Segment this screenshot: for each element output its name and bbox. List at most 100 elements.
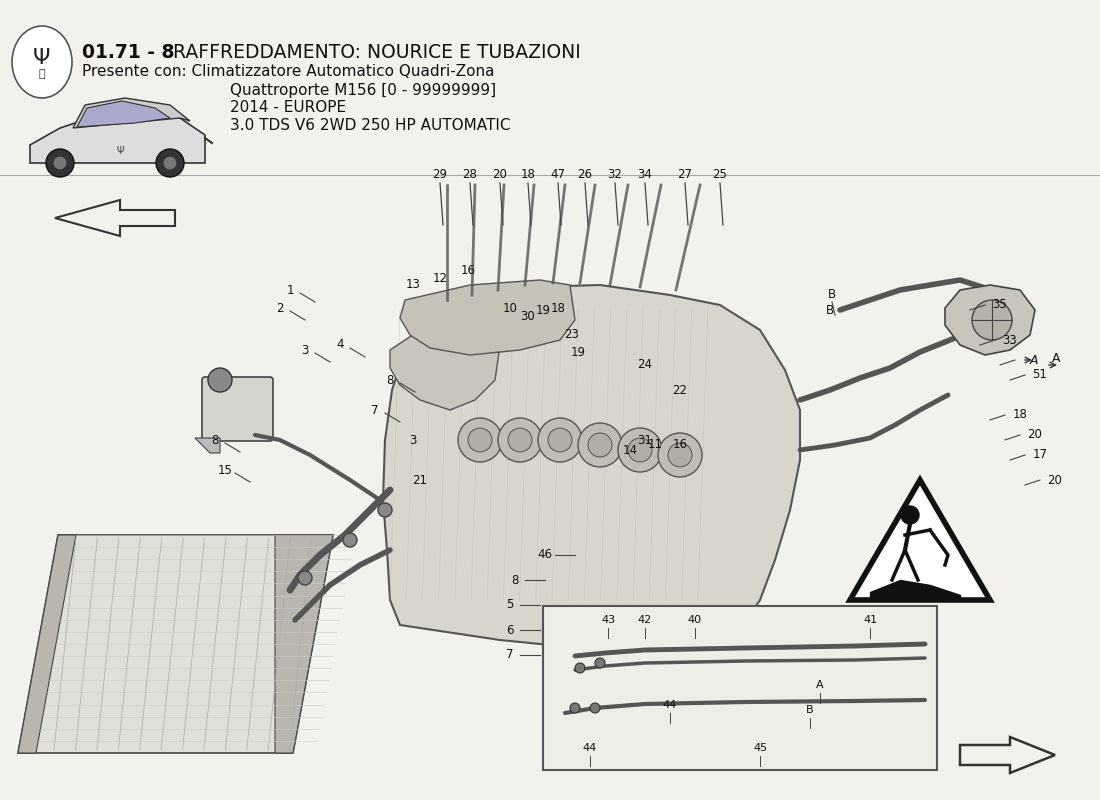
Polygon shape bbox=[390, 320, 501, 410]
Circle shape bbox=[156, 149, 184, 177]
Text: 2: 2 bbox=[276, 302, 284, 314]
Polygon shape bbox=[73, 98, 190, 128]
Text: B: B bbox=[828, 289, 836, 302]
Text: 20: 20 bbox=[1047, 474, 1063, 486]
Circle shape bbox=[578, 423, 621, 467]
Text: 18: 18 bbox=[551, 302, 565, 314]
Text: 11: 11 bbox=[648, 438, 662, 451]
Text: 28: 28 bbox=[463, 169, 477, 182]
Text: 30: 30 bbox=[520, 310, 536, 322]
Text: 3.0 TDS V6 2WD 250 HP AUTOMATIC: 3.0 TDS V6 2WD 250 HP AUTOMATIC bbox=[230, 118, 510, 134]
Circle shape bbox=[498, 418, 542, 462]
Text: 23: 23 bbox=[564, 329, 580, 342]
Text: 44: 44 bbox=[663, 700, 678, 710]
Polygon shape bbox=[275, 535, 333, 753]
Text: 2014 - EUROPE: 2014 - EUROPE bbox=[230, 101, 346, 115]
Text: 21: 21 bbox=[412, 474, 428, 486]
Text: Ψ: Ψ bbox=[117, 146, 124, 156]
Text: Ψ: Ψ bbox=[33, 48, 51, 68]
Circle shape bbox=[163, 156, 177, 170]
Text: B: B bbox=[826, 303, 834, 317]
Circle shape bbox=[458, 418, 502, 462]
Text: 8: 8 bbox=[386, 374, 394, 386]
Polygon shape bbox=[77, 101, 170, 127]
Text: A: A bbox=[1030, 354, 1038, 366]
Text: 8: 8 bbox=[512, 574, 519, 586]
Text: 19: 19 bbox=[571, 346, 585, 358]
Circle shape bbox=[972, 300, 1012, 340]
Text: Presente con: Climatizzatore Automatico Quadri-Zona: Presente con: Climatizzatore Automatico … bbox=[82, 65, 495, 79]
Text: 33: 33 bbox=[1002, 334, 1018, 346]
Text: 18: 18 bbox=[1013, 409, 1027, 422]
Text: 35: 35 bbox=[992, 298, 1008, 311]
FancyBboxPatch shape bbox=[202, 377, 273, 441]
Text: A: A bbox=[1052, 352, 1060, 365]
Text: 3: 3 bbox=[409, 434, 417, 446]
Text: 5: 5 bbox=[506, 598, 514, 611]
Text: 34: 34 bbox=[638, 169, 652, 182]
Polygon shape bbox=[850, 480, 990, 600]
Text: 10: 10 bbox=[503, 302, 517, 314]
Text: 27: 27 bbox=[678, 169, 693, 182]
Polygon shape bbox=[383, 285, 800, 650]
Text: Quattroporte M156 [0 - 99999999]: Quattroporte M156 [0 - 99999999] bbox=[230, 82, 496, 98]
Circle shape bbox=[590, 703, 600, 713]
Circle shape bbox=[628, 438, 652, 462]
Text: 18: 18 bbox=[520, 169, 536, 182]
Polygon shape bbox=[400, 280, 575, 355]
Circle shape bbox=[548, 428, 572, 452]
Text: 51: 51 bbox=[1033, 369, 1047, 382]
Circle shape bbox=[588, 433, 612, 457]
Text: 26: 26 bbox=[578, 169, 593, 182]
Circle shape bbox=[668, 443, 692, 467]
Polygon shape bbox=[18, 535, 76, 753]
Text: 29: 29 bbox=[432, 169, 448, 182]
Text: 6: 6 bbox=[506, 623, 514, 637]
Polygon shape bbox=[30, 113, 205, 163]
Circle shape bbox=[378, 503, 392, 517]
Circle shape bbox=[298, 571, 312, 585]
Polygon shape bbox=[195, 438, 220, 453]
Text: 40: 40 bbox=[688, 615, 702, 625]
Text: 45: 45 bbox=[752, 743, 767, 753]
Circle shape bbox=[53, 156, 67, 170]
Text: 7: 7 bbox=[506, 649, 514, 662]
Text: 4: 4 bbox=[337, 338, 343, 351]
Ellipse shape bbox=[12, 26, 72, 98]
Text: 12: 12 bbox=[432, 271, 448, 285]
Polygon shape bbox=[18, 535, 333, 753]
Circle shape bbox=[595, 658, 605, 668]
Text: 8: 8 bbox=[211, 434, 219, 446]
Circle shape bbox=[901, 506, 918, 524]
Text: 47: 47 bbox=[550, 169, 565, 182]
Text: 44: 44 bbox=[583, 743, 597, 753]
Text: 15: 15 bbox=[218, 463, 232, 477]
Circle shape bbox=[618, 428, 662, 472]
Text: 42: 42 bbox=[638, 615, 652, 625]
Text: 41: 41 bbox=[862, 615, 877, 625]
Circle shape bbox=[575, 663, 585, 673]
Text: 24: 24 bbox=[638, 358, 652, 371]
Text: A: A bbox=[816, 680, 824, 690]
Text: 20: 20 bbox=[493, 169, 507, 182]
Polygon shape bbox=[945, 285, 1035, 355]
Text: 22: 22 bbox=[672, 383, 688, 397]
Text: 13: 13 bbox=[406, 278, 420, 291]
Text: 31: 31 bbox=[638, 434, 652, 446]
Text: 43: 43 bbox=[601, 615, 615, 625]
FancyBboxPatch shape bbox=[543, 606, 937, 770]
Text: 16: 16 bbox=[672, 438, 688, 451]
Circle shape bbox=[538, 418, 582, 462]
Text: 17: 17 bbox=[1033, 449, 1047, 462]
Text: 19: 19 bbox=[536, 303, 550, 317]
Circle shape bbox=[508, 428, 532, 452]
Circle shape bbox=[468, 428, 492, 452]
Text: 20: 20 bbox=[1027, 429, 1043, 442]
Text: 01.71 - 8: 01.71 - 8 bbox=[82, 42, 175, 62]
Text: ⌣: ⌣ bbox=[39, 69, 45, 79]
Circle shape bbox=[343, 533, 358, 547]
Text: 32: 32 bbox=[607, 169, 623, 182]
Text: RAFFREDDAMENTO: NOURICE E TUBAZIONI: RAFFREDDAMENTO: NOURICE E TUBAZIONI bbox=[167, 42, 581, 62]
Text: 14: 14 bbox=[623, 443, 638, 457]
Circle shape bbox=[208, 368, 232, 392]
